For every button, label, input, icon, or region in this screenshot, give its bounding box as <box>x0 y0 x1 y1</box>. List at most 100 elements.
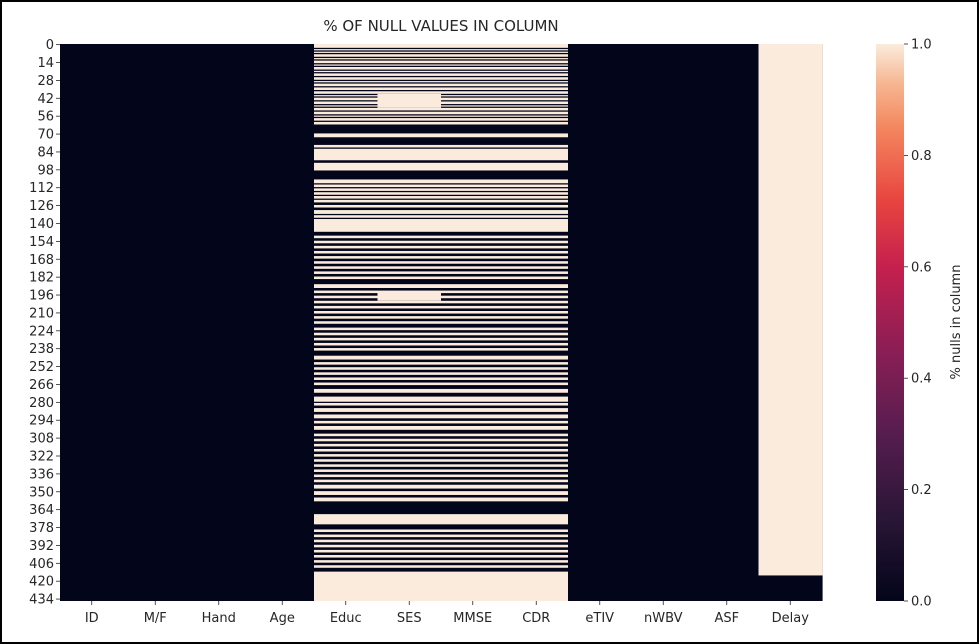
null-band <box>377 179 442 184</box>
null-band <box>314 433 379 437</box>
null-band <box>441 448 506 452</box>
null-band <box>441 107 506 111</box>
null-band <box>504 54 569 57</box>
null-band <box>314 199 379 203</box>
x-tick-label: Educ <box>330 611 362 626</box>
null-band <box>377 245 442 249</box>
heatmap-cells <box>60 44 823 601</box>
null-band <box>441 256 506 259</box>
null-band <box>314 105 379 107</box>
heatmap-column-educ <box>314 44 379 601</box>
null-band <box>314 240 379 244</box>
null-band <box>504 362 569 365</box>
x-tick-label: ID <box>85 611 99 626</box>
null-band <box>441 271 506 274</box>
null-band <box>504 479 569 483</box>
null-band <box>377 199 442 203</box>
null-band <box>504 70 569 73</box>
null-band <box>441 555 506 558</box>
null-band <box>314 54 379 57</box>
y-tick-label: 84 <box>37 145 54 160</box>
null-band <box>441 348 506 351</box>
null-band <box>377 115 442 117</box>
null-band <box>314 204 379 208</box>
null-band <box>377 144 442 148</box>
null-band <box>377 321 442 324</box>
null-band <box>504 396 569 402</box>
null-band <box>377 271 442 274</box>
null-band <box>441 514 506 525</box>
null-band <box>441 51 506 53</box>
null-band <box>377 118 442 121</box>
null-band <box>504 433 569 437</box>
null-band <box>441 549 506 553</box>
null-band <box>314 261 379 264</box>
null-band <box>377 408 442 412</box>
null-band <box>441 54 506 57</box>
null-band <box>314 316 379 319</box>
null-band <box>441 148 506 161</box>
null-band <box>504 571 569 601</box>
null-band <box>441 382 506 386</box>
null-band <box>314 81 379 83</box>
null-band <box>441 300 506 304</box>
null-band <box>377 448 442 452</box>
null-band <box>504 443 569 447</box>
null-band <box>441 70 506 73</box>
null-band <box>441 396 506 402</box>
null-band <box>377 565 442 568</box>
null-band <box>504 549 569 553</box>
y-tick-label: 224 <box>29 324 54 339</box>
null-band <box>314 245 379 249</box>
null-band <box>504 438 569 442</box>
null-band <box>314 414 379 419</box>
y-tick-label: 378 <box>29 521 54 536</box>
null-band <box>314 464 379 467</box>
heatmap-column-delay <box>758 44 823 601</box>
null-band <box>377 367 442 370</box>
y-tick-label: 28 <box>37 74 54 89</box>
null-band <box>314 87 379 90</box>
not-null-background <box>631 44 696 601</box>
null-band <box>314 332 379 336</box>
null-band <box>377 54 442 57</box>
not-null-background <box>568 44 633 601</box>
null-band <box>314 111 379 115</box>
null-band <box>441 64 506 66</box>
null-band <box>504 250 569 254</box>
null-band <box>377 111 442 115</box>
null-band <box>504 49 569 51</box>
null-band <box>314 235 379 239</box>
null-band <box>314 469 379 472</box>
y-tick-label: 196 <box>29 289 54 304</box>
not-null-background <box>123 44 188 601</box>
null-band <box>504 300 569 304</box>
null-band <box>441 479 506 483</box>
null-band <box>314 311 379 314</box>
null-band <box>314 337 379 341</box>
null-band <box>441 95 506 97</box>
null-band <box>377 58 442 60</box>
null-band <box>377 469 442 472</box>
null-band <box>377 348 442 351</box>
null-band <box>314 210 379 214</box>
null-band <box>377 121 442 125</box>
x-tick-label: nWBV <box>644 611 683 626</box>
null-band <box>441 192 506 195</box>
null-band <box>377 60 442 64</box>
x-axis: ID M/F Hand Age Educ SES MMSE CDR eTIV nWBV ASF Del… <box>85 601 809 626</box>
null-band <box>377 414 442 419</box>
null-band <box>504 95 569 97</box>
null-band <box>441 529 506 533</box>
null-band <box>441 105 506 107</box>
null-band <box>377 73 442 76</box>
null-band <box>377 514 442 525</box>
null-band <box>377 474 442 478</box>
null-band <box>377 184 442 188</box>
heatmap-column-age <box>250 44 315 601</box>
null-band <box>504 295 569 299</box>
null-band <box>504 192 569 195</box>
null-band <box>377 305 442 309</box>
null-band <box>504 44 569 48</box>
null-band <box>504 544 569 548</box>
